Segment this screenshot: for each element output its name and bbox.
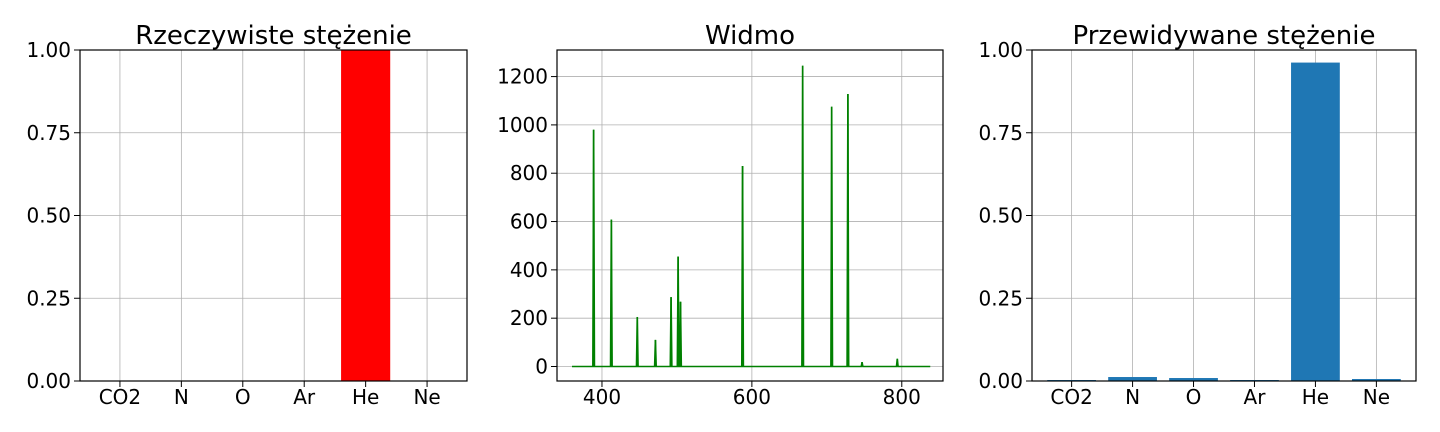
y-tick-label: 1.00 — [26, 38, 71, 62]
x-tick-label: He — [352, 385, 379, 409]
x-tick-label: Ne — [413, 385, 440, 409]
x-tick-label: O — [235, 385, 251, 409]
chart-title: Rzeczywiste stężenie — [135, 21, 412, 51]
x-tick-label: Ar — [1244, 385, 1267, 409]
bar-he — [341, 50, 391, 381]
y-tick-label: 1.00 — [978, 38, 1023, 62]
y-tick-label: 200 — [510, 306, 548, 330]
y-tick-label: 0.25 — [978, 286, 1023, 310]
chart-spectrum: 400 600 800 0 200 400 600 800 1000 1200 Widmo — [497, 21, 944, 409]
x-tick-label: He — [1302, 385, 1329, 409]
chart-title: Widmo — [705, 21, 795, 51]
x-tick-label: Ne — [1363, 385, 1390, 409]
chart-title: Przewidywane stężenie — [1073, 21, 1376, 51]
x-tick-label: 800 — [883, 385, 921, 409]
chart-true-concentration: CO2 N O Ar He Ne 0.00 0.25 0.50 0.75 1.00 Rzeczywis… — [26, 21, 468, 409]
x-tick-label: 600 — [733, 385, 771, 409]
x-tick-label: N — [1125, 385, 1140, 409]
chart-predicted-concentration: CO2 N O Ar He Ne 0.00 0.25 0.50 0.75 1.00 Przewidyw… — [978, 21, 1417, 409]
x-tick-label: O — [1186, 385, 1202, 409]
x-tick-label: CO2 — [1050, 385, 1092, 409]
x-tick-label: 400 — [583, 385, 621, 409]
x-tick-label: N — [174, 385, 189, 409]
bar-he — [1291, 62, 1340, 381]
y-tick-label: 1200 — [497, 65, 548, 89]
y-tick-label: 0 — [535, 355, 548, 379]
bar-n — [1108, 377, 1157, 381]
y-tick-label: 0.75 — [978, 121, 1023, 145]
y-tick-label: 400 — [510, 258, 548, 282]
y-tick-label: 0.00 — [978, 369, 1023, 393]
x-tick-label: Ar — [293, 385, 316, 409]
y-tick-label: 0.00 — [26, 369, 71, 393]
plot-frame — [556, 49, 944, 382]
bar-ne — [1352, 379, 1401, 381]
y-tick-label: 0.75 — [26, 121, 71, 145]
spectrum-line — [571, 65, 931, 368]
y-tick-label: 0.25 — [26, 286, 71, 310]
y-tick-label: 1000 — [497, 113, 548, 137]
y-tick-label: 600 — [510, 210, 548, 234]
x-tick-label: CO2 — [99, 385, 141, 409]
y-tick-label: 0.50 — [26, 204, 71, 228]
y-tick-label: 0.50 — [978, 204, 1023, 228]
y-tick-label: 800 — [510, 161, 548, 185]
bar-o — [1169, 378, 1218, 381]
